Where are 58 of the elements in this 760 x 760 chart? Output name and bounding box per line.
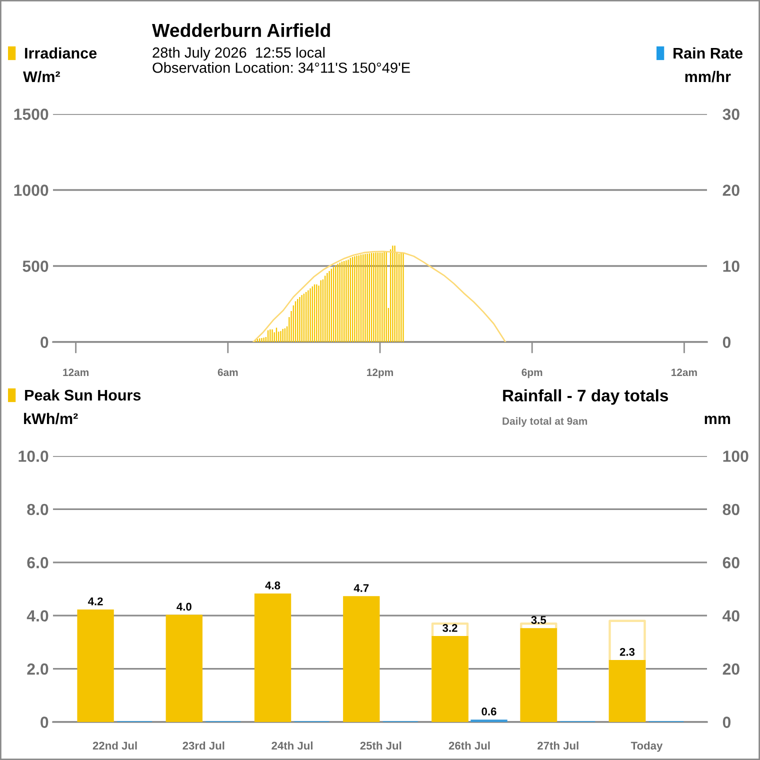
legend-label: Peak Sun Hours xyxy=(25,389,141,401)
legend-label: Rain Rate xyxy=(674,47,742,59)
y-axis-title: kWh/m² xyxy=(24,412,78,424)
bar xyxy=(608,660,646,722)
bar xyxy=(166,614,202,722)
y2-axis-title: mm xyxy=(704,416,730,424)
y-tick-label: 0 xyxy=(40,336,48,348)
x-tick-label: 12am xyxy=(672,368,697,376)
x-tick-label: 12pm xyxy=(367,368,393,378)
data-label: 4.8 xyxy=(265,581,280,590)
y-tick-label: 500 xyxy=(22,260,48,272)
x-tick-label: 6am xyxy=(218,368,238,376)
bar xyxy=(432,636,468,722)
y-tick-label: 4.0 xyxy=(26,610,48,622)
line-series xyxy=(252,250,506,342)
chart-subtitle: 28th July 2026 12:55 local Observation Location: 34°11'S 150°49'E xyxy=(152,47,410,73)
y2-tick-label: 10 xyxy=(723,260,740,272)
y2-tick-label: 30 xyxy=(722,108,740,120)
y2-tick-label: 60 xyxy=(722,557,740,568)
y-tick-label: 0 xyxy=(40,716,48,728)
y2-tick-label: 0 xyxy=(722,336,731,348)
x-tick-label: Today xyxy=(630,741,663,752)
chart-title: Rainfall - 7 day totals xyxy=(503,389,668,405)
y2-tick-label: 20 xyxy=(722,663,740,675)
y2-tick-label: 40 xyxy=(722,610,740,622)
chart-title: Wedderburn Airfield xyxy=(152,23,330,38)
x-tick-label: 6pm xyxy=(522,368,542,378)
data-label: 0.6 xyxy=(482,708,496,716)
data-label: 4.7 xyxy=(354,584,369,592)
chart-subtitle: Daily total at 9am xyxy=(502,417,588,427)
data-label: 3.5 xyxy=(531,616,546,624)
x-tick-label: 23rd Jul xyxy=(182,741,224,750)
bar xyxy=(77,609,114,722)
y2-tick-label: 100 xyxy=(723,450,748,462)
y-tick-label: 8.0 xyxy=(27,504,48,516)
y2-tick-label: 20 xyxy=(722,184,740,196)
y2-axis-title: mm/hr xyxy=(685,70,731,82)
legend-label: Irradiance xyxy=(25,47,97,59)
data-label: 4.0 xyxy=(176,602,192,611)
x-tick-label: 12am xyxy=(63,368,88,376)
y-tick-label: 2.0 xyxy=(27,663,48,675)
x-tick-label: 26th Jul xyxy=(448,741,490,750)
x-tick-label: 24th Jul xyxy=(272,741,312,750)
y-tick-label: 1000 xyxy=(14,184,48,196)
bar xyxy=(343,596,380,722)
data-label: 2.3 xyxy=(620,648,635,656)
y-axis-title: W/m² xyxy=(23,70,60,82)
bar xyxy=(254,593,292,722)
y2-tick-label: 80 xyxy=(722,504,740,516)
y-tick-label: 10.0 xyxy=(18,450,48,462)
x-tick-label: 25th Jul xyxy=(360,741,402,750)
y-tick-label: 1500 xyxy=(14,108,48,120)
y-tick-label: 6.0 xyxy=(27,557,48,568)
x-tick-label: 22nd Jul xyxy=(92,741,137,750)
data-label: 4.2 xyxy=(88,597,103,606)
data-label: 3.2 xyxy=(442,624,458,632)
x-tick-label: 27th Jul xyxy=(538,741,578,750)
y2-tick-label: 0 xyxy=(722,716,731,728)
